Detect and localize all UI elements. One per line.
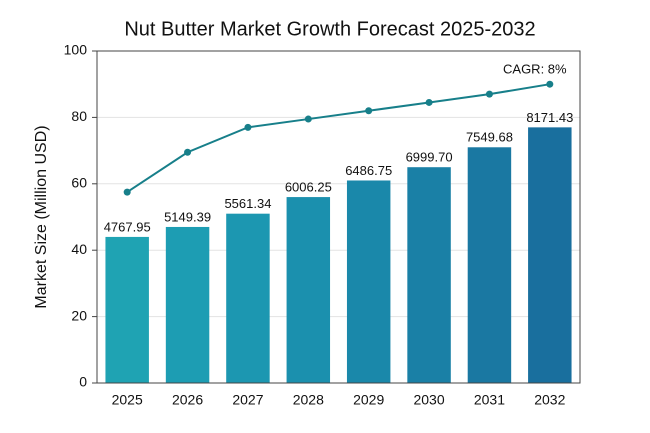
x-tick-label: 2030 — [413, 392, 444, 408]
bar-label: 8171.43 — [526, 110, 573, 125]
bar — [165, 226, 210, 383]
y-tick-label: 20 — [71, 307, 87, 323]
bar-label: 6999.70 — [406, 150, 453, 165]
x-tick-label: 2026 — [172, 392, 203, 408]
bar-label: 7549.68 — [466, 130, 513, 145]
chart-title: Nut Butter Market Growth Forecast 2025-2… — [124, 18, 535, 40]
bar-label: 6006.25 — [285, 180, 332, 195]
line-point — [546, 80, 554, 88]
line-point — [123, 188, 131, 196]
bar — [105, 236, 149, 383]
bar — [346, 180, 391, 383]
y-tick-label: 40 — [71, 241, 87, 257]
x-tick-label: 2027 — [232, 392, 263, 408]
bar — [467, 147, 512, 383]
bar — [226, 213, 270, 383]
y-tick-label: 60 — [71, 175, 87, 191]
x-tick-label: 2029 — [353, 392, 384, 408]
marks: 2025 2026 2027 2028 2029 2030 2031 2032 4767.95 5… — [104, 62, 574, 408]
bar — [286, 197, 331, 383]
y-tick-label: 0 — [79, 374, 87, 390]
line-point — [304, 115, 312, 123]
line-point — [425, 98, 433, 106]
bar — [528, 127, 572, 383]
bar-label: 5561.34 — [224, 196, 271, 211]
x-tick-label: 2025 — [112, 392, 143, 408]
plot-frame — [96, 50, 581, 384]
line — [126, 83, 550, 193]
bar-label: 4767.95 — [104, 219, 151, 234]
x-tick-label: 2031 — [474, 392, 505, 408]
line-point — [184, 148, 192, 156]
bar — [407, 167, 451, 383]
annotation: CAGR: 8% — [503, 62, 567, 77]
y-tick-label: 80 — [71, 108, 87, 124]
line-point — [365, 107, 373, 115]
line-point — [244, 123, 252, 131]
x-tick-label: 2028 — [293, 392, 324, 408]
bar-label: 6486.75 — [345, 163, 392, 178]
y-axis-label: Market Size (Million USD) — [33, 125, 50, 308]
y-tick-label: 100 — [64, 42, 88, 58]
line-point — [485, 90, 493, 98]
bar-label: 5149.39 — [164, 209, 211, 224]
x-tick-label: 2032 — [534, 392, 565, 408]
